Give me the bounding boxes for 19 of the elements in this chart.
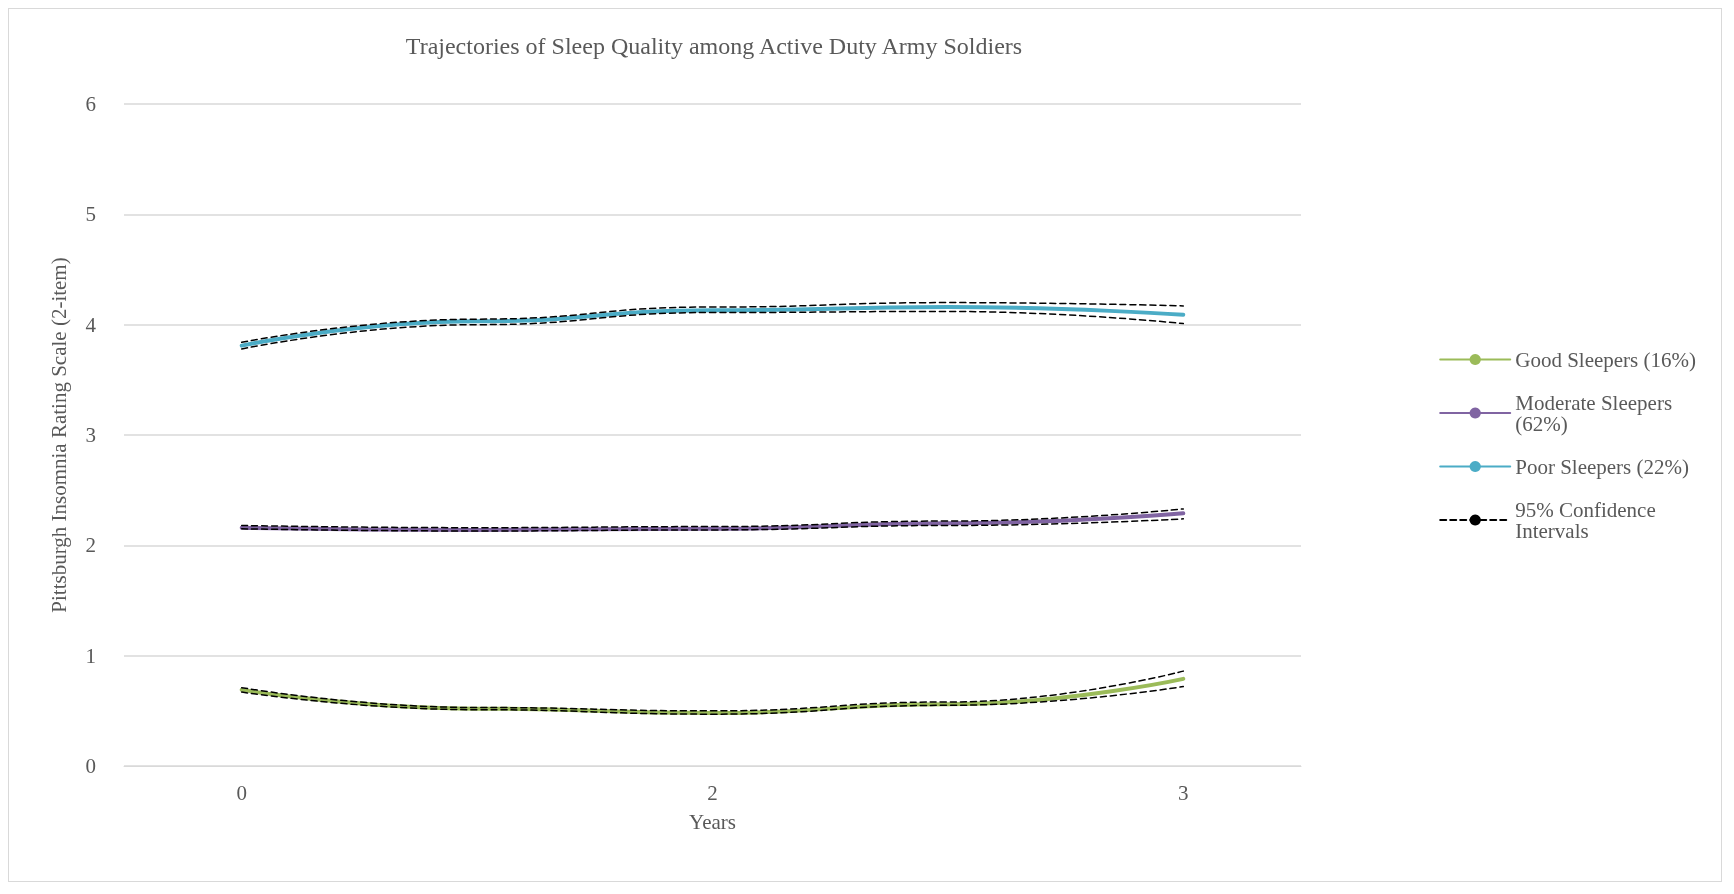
y-tick-label: 4 xyxy=(85,312,97,337)
x-tick-label: 0 xyxy=(236,780,247,805)
y-tick-label: 1 xyxy=(85,643,96,668)
y-tick-label: 0 xyxy=(85,754,96,778)
y-tick-label: 3 xyxy=(85,423,96,447)
y-tick-label: 2 xyxy=(85,533,96,558)
legend-label: Poor Sleepers (22%) xyxy=(1515,454,1690,479)
x-tick-label: 2 xyxy=(707,780,718,805)
chart-title: Trajectories of Sleep Quality among Active Duty Army Soldiers xyxy=(405,33,1023,59)
y-axis-title: Pittsburgh Insomnia Rating Scale (2-item) xyxy=(46,257,71,613)
legend-label: Moderate Sleepers (62%) xyxy=(1515,390,1678,436)
line-series xyxy=(239,676,1186,716)
y-tick-label: 6 xyxy=(85,92,96,116)
x-tick-label: 3 xyxy=(1178,780,1189,805)
legend-label: Good Sleepers (16%) xyxy=(1515,347,1697,372)
line-series xyxy=(240,670,1185,712)
x-axis-title: Years xyxy=(689,809,736,834)
legend-label: 95% Confidence Intervals xyxy=(1515,497,1662,543)
y-tick-label: 5 xyxy=(85,202,96,227)
